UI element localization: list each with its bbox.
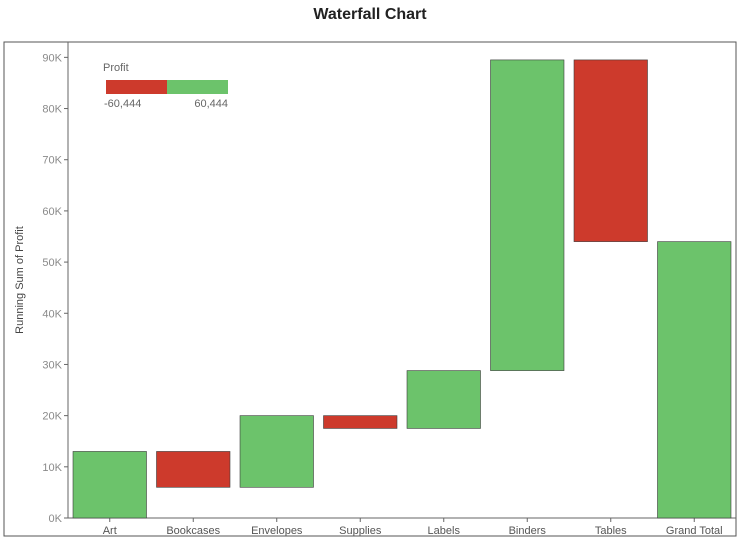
legend-negative-swatch (106, 80, 167, 94)
bar-binders[interactable] (490, 59, 565, 371)
bar-envelopes[interactable] (239, 415, 314, 488)
bar-supplies[interactable] (323, 415, 398, 429)
plot-frame (3, 41, 737, 537)
y-tick-label: 70K (42, 155, 62, 167)
x-tick-label: Labels (428, 525, 461, 537)
chart-title: Waterfall Chart (313, 6, 427, 23)
bar-grand-total[interactable] (657, 241, 732, 519)
x-tick-label: Envelopes (251, 525, 303, 537)
x-tick-label: Grand Total (666, 525, 723, 537)
y-tick-label: 20K (42, 411, 62, 423)
x-tick-label: Binders (509, 525, 547, 537)
bar-labels[interactable] (406, 370, 481, 429)
y-tick-label: 60K (42, 206, 62, 218)
y-tick-label: 30K (42, 359, 62, 371)
y-tick-label: 10K (42, 462, 62, 474)
x-tick-label: Bookcases (166, 525, 220, 537)
y-tick-label: 80K (42, 104, 62, 116)
legend-title: Profit (103, 62, 129, 74)
legend-positive-swatch (167, 80, 228, 94)
y-tick-label: 40K (42, 308, 62, 320)
legend: Profit -60,444 60,444 (103, 62, 228, 110)
legend-max-label: 60,444 (194, 98, 228, 110)
bar-art[interactable] (72, 451, 147, 519)
y-tick-label: 90K (42, 52, 62, 64)
bar-bookcases[interactable] (156, 451, 231, 488)
x-tick-label: Supplies (339, 525, 382, 537)
y-tick-label: 0K (49, 513, 63, 525)
legend-min-label: -60,444 (104, 98, 141, 110)
y-tick-label: 50K (42, 257, 62, 269)
x-tick-label: Art (103, 525, 117, 537)
bar-tables[interactable] (573, 59, 648, 242)
x-tick-label: Tables (595, 525, 627, 537)
